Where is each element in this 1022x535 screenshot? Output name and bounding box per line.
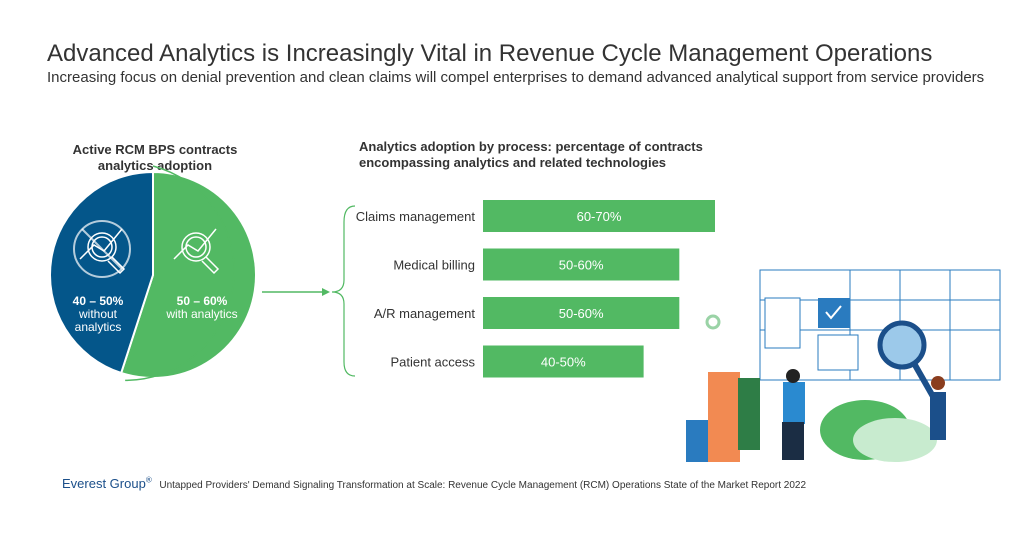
bar-category-label: Patient access (390, 355, 475, 370)
pie-title: Active RCM BPS contracts analytics adopt… (72, 142, 238, 173)
bar (483, 200, 715, 232)
source-citation: Untapped Providers' Demand Signaling Tra… (159, 480, 807, 492)
pie-slice-without-analytics (49, 170, 154, 375)
bar-chart: Claims management 60-70% Medical billing 50… (331, 200, 715, 378)
bar (483, 248, 680, 281)
pie-highlight-arc (125, 165, 235, 382)
bar (483, 345, 644, 378)
bar-chart-title: Analytics adoption by process: percentag… (359, 139, 703, 170)
pie-label: with analytics (165, 307, 237, 321)
bar-category-label: Claims management (356, 209, 476, 224)
magnifier-chart-crossed-icon (73, 220, 131, 278)
everest-group-logo: Everest Group® (62, 476, 152, 492)
pie-label: analytics (75, 320, 122, 334)
arrow-icon (322, 288, 330, 296)
bar-category-label: Medical billing (393, 258, 475, 273)
bar-category-label: A/R management (374, 306, 476, 321)
bracket (331, 205, 356, 377)
bar (483, 297, 680, 329)
pie-label: 40 – 50% (73, 294, 124, 308)
pie-slice-with-analytics (119, 170, 257, 379)
pie-label: without (78, 307, 118, 321)
bar-data-label: 50-60% (559, 306, 604, 321)
footer: Everest Group® Untapped Providers' Deman… (62, 476, 806, 491)
page-subtitle: Increasing focus on denial prevention an… (47, 69, 985, 86)
bar-data-label: 60-70% (577, 209, 622, 224)
magnifier-chart-icon (173, 228, 220, 275)
bar-data-label: 50-60% (559, 258, 604, 273)
bar-data-label: 40-50% (541, 355, 586, 370)
pie-label: 50 – 60% (177, 294, 228, 308)
pie-chart: 50 – 60%with analytics 40 – 50%withoutana… (49, 165, 330, 382)
page-title: Advanced Analytics is Increasingly Vital… (47, 40, 933, 67)
analytics-illustration (686, 269, 1001, 462)
